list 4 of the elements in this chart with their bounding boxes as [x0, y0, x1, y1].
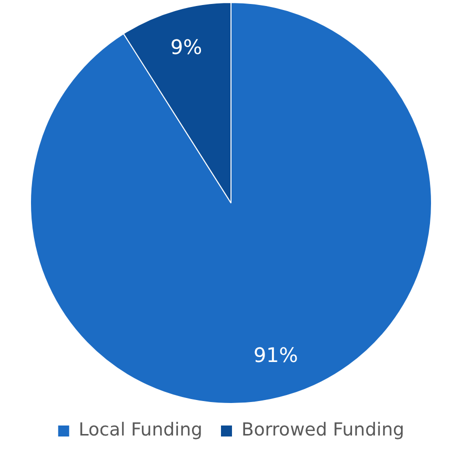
legend-label: Borrowed Funding [241, 420, 404, 441]
legend-label: Local Funding [78, 420, 202, 441]
data-label: 91% [254, 343, 298, 368]
data-label: 9% [170, 35, 202, 60]
